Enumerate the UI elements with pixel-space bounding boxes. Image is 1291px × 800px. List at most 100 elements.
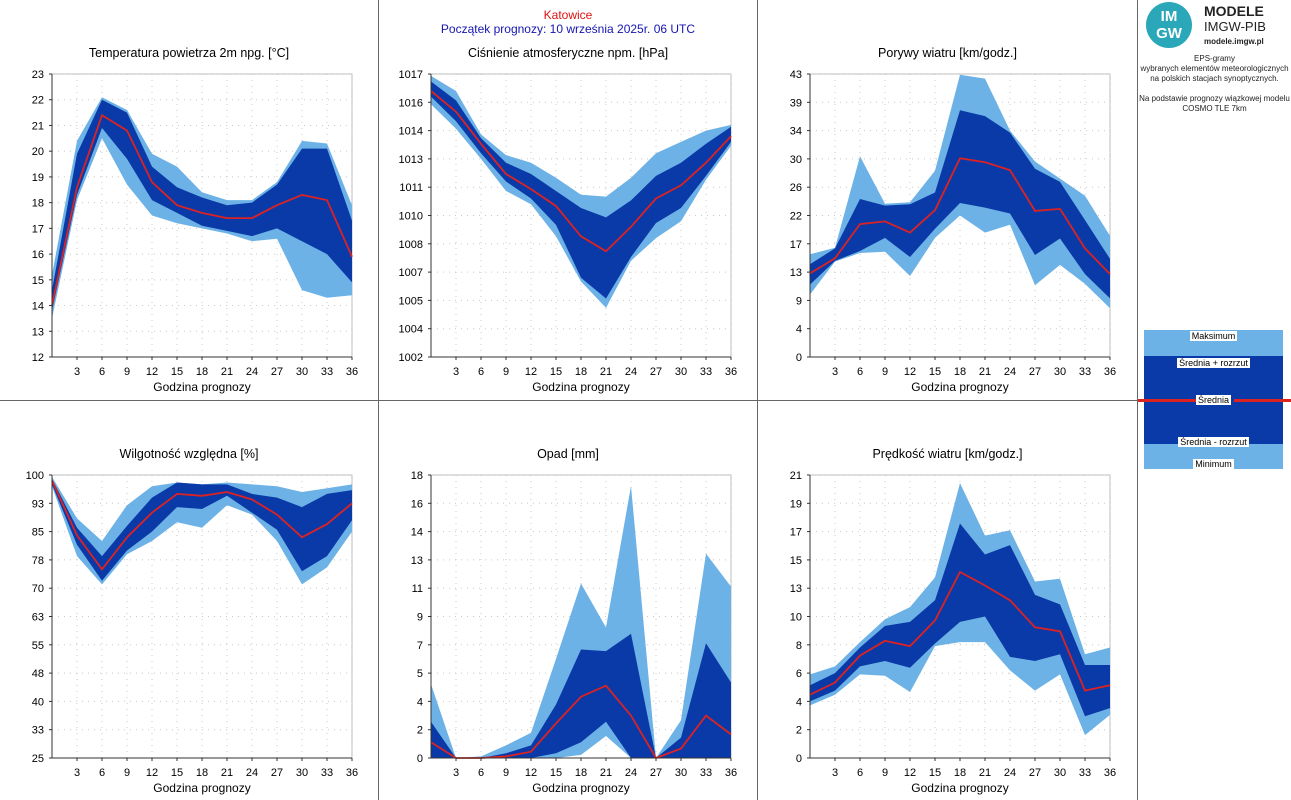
x-tick-label: 12 xyxy=(146,767,158,779)
legend-text-mean: Średnia xyxy=(1195,395,1232,405)
x-tick-label: 36 xyxy=(1104,366,1116,378)
y-tick-label: 1005 xyxy=(399,295,423,307)
x-tick-label: 12 xyxy=(525,366,537,378)
x-tick-label: 15 xyxy=(929,366,941,378)
x-tick-label: 27 xyxy=(1029,767,1041,779)
chart-humidity: Wilgotność względna [%] 25 33 40 48 55 63 70 78 8… xyxy=(0,401,378,800)
info-line: EPS-gramy xyxy=(1194,54,1235,63)
x-tick-label: 3 xyxy=(74,366,80,378)
y-tick-label: 17 xyxy=(790,527,802,539)
x-tick-label: 27 xyxy=(271,767,283,779)
y-tick-label: 1002 xyxy=(399,352,423,364)
x-tick-label: 18 xyxy=(954,366,966,378)
mean-line xyxy=(51,113,353,306)
y-tick-label: 1007 xyxy=(399,267,423,279)
x-tick-label: 9 xyxy=(124,366,130,378)
chart-pressure: Ciśnienie atmosferyczne npm. [hPa] 1002 10… xyxy=(379,0,757,400)
y-tick-label: 4 xyxy=(796,324,802,336)
x-tick-label: 27 xyxy=(1029,366,1041,378)
x-tick-label: 3 xyxy=(74,767,80,779)
info-line: Na podstawie prognozy wiązkowej modelu xyxy=(1139,94,1290,103)
x-tick-label: 27 xyxy=(650,366,662,378)
y-tick-label: 12 xyxy=(32,352,44,364)
x-tick-label: 36 xyxy=(725,767,737,779)
y-tick-label: 0 xyxy=(796,753,802,765)
legend-text-mean-plus: Średnia + rozrzut xyxy=(1177,358,1250,368)
y-tick-label: 30 xyxy=(790,154,802,166)
info-line xyxy=(1138,84,1291,94)
legend-label-max: Maksimum xyxy=(1144,331,1283,342)
y-tick-label: 21 xyxy=(790,470,802,482)
info-line: wybranych elementów meteorologicznych xyxy=(1140,64,1289,73)
x-axis-label: Godzina prognozy xyxy=(153,781,250,795)
y-tick-label: 25 xyxy=(32,753,44,765)
divider-horizontal xyxy=(0,400,1291,401)
x-tick-label: 24 xyxy=(246,366,258,378)
legend-text-mean-minus: Średnia - rozrzut xyxy=(1178,437,1249,447)
x-tick-label: 18 xyxy=(954,767,966,779)
y-tick-label: 4 xyxy=(796,696,802,708)
imgw-logo: IM GW MODELE IMGW-PIB modele.imgw.pl xyxy=(1146,2,1286,50)
x-tick-label: 6 xyxy=(857,366,863,378)
y-tick-label: 18 xyxy=(32,198,44,210)
y-tick-label: 14 xyxy=(411,527,423,539)
legend-text-max: Maksimum xyxy=(1189,331,1238,341)
x-tick-label: 33 xyxy=(1079,366,1091,378)
legend-label-mean-plus: Średnia + rozrzut xyxy=(1144,358,1283,369)
x-tick-label: 12 xyxy=(904,366,916,378)
forecast-start: Początek prognozy: 10 września 2025r. 06… xyxy=(440,22,696,36)
y-tick-label: 4 xyxy=(417,696,423,708)
y-tick-label: 15 xyxy=(32,275,44,287)
logo-circle-bottom: GW xyxy=(1156,25,1182,42)
mean-line xyxy=(430,90,732,253)
band-mean-spread xyxy=(52,99,352,311)
x-tick-label: 3 xyxy=(453,767,459,779)
y-tick-label: 17 xyxy=(790,239,802,251)
info-text: EPS-gramy wybranych elementów meteorolog… xyxy=(1138,54,1291,114)
y-tick-label: 16 xyxy=(411,498,423,510)
y-tick-label: 18 xyxy=(411,470,423,482)
y-tick-label: 13 xyxy=(790,267,802,279)
x-tick-label: 33 xyxy=(700,767,712,779)
y-tick-label: 33 xyxy=(32,725,44,737)
logo-url: modele.imgw.pl xyxy=(1204,37,1264,46)
y-tick-label: 23 xyxy=(32,69,44,81)
y-tick-label: 22 xyxy=(790,211,802,223)
y-tick-label: 78 xyxy=(32,555,44,567)
legend-text-min: Minimum xyxy=(1193,459,1234,469)
x-tick-label: 9 xyxy=(882,366,888,378)
logo-line-2: IMGW-PIB xyxy=(1204,19,1266,34)
x-tick-label: 30 xyxy=(675,767,687,779)
chart-title: Opad [mm] xyxy=(537,447,599,461)
chart-title: Prędkość wiatru [km/godz.] xyxy=(872,447,1022,461)
y-tick-label: 14 xyxy=(32,301,44,313)
y-tick-label: 10 xyxy=(790,612,802,624)
x-tick-label: 12 xyxy=(525,767,537,779)
info-line: na polskich stacjach synoptycznych. xyxy=(1150,74,1279,83)
y-tick-label: 100 xyxy=(26,470,44,482)
x-tick-label: 27 xyxy=(271,366,283,378)
x-tick-label: 36 xyxy=(346,366,358,378)
band-mean-spread xyxy=(810,110,1110,299)
legend: Maksimum Średnia + rozrzut Średnia Średn… xyxy=(1144,330,1283,469)
forecast-header: Katowice Początek prognozy: 10 września … xyxy=(379,8,757,36)
station-name: Katowice xyxy=(543,8,593,22)
x-tick-label: 6 xyxy=(478,767,484,779)
x-axis-label: Godzina prognozy xyxy=(153,380,250,394)
y-tick-label: 34 xyxy=(790,126,802,138)
x-tick-label: 21 xyxy=(979,767,991,779)
y-tick-label: 13 xyxy=(32,326,44,338)
x-tick-label: 24 xyxy=(1004,767,1016,779)
y-tick-label: 1014 xyxy=(399,126,423,138)
info-column: IM GW MODELE IMGW-PIB modele.imgw.pl EPS… xyxy=(1138,0,1291,800)
y-tick-label: 0 xyxy=(796,352,802,364)
x-tick-label: 30 xyxy=(1054,366,1066,378)
chart-title: Porywy wiatru [km/godz.] xyxy=(878,46,1017,60)
x-tick-label: 24 xyxy=(625,767,637,779)
chart-wind-gusts: Porywy wiatru [km/godz.] 0 4 9 13 17 22 26 30 34 3… xyxy=(758,0,1137,400)
x-tick-label: 21 xyxy=(600,366,612,378)
x-tick-label: 30 xyxy=(296,767,308,779)
x-tick-label: 9 xyxy=(503,366,509,378)
chart-wind-speed: Prędkość wiatru [km/godz.] 0 2 4 6 8 10 13 15 17 1… xyxy=(758,401,1137,800)
chart-title: Wilgotność względna [%] xyxy=(120,447,259,461)
